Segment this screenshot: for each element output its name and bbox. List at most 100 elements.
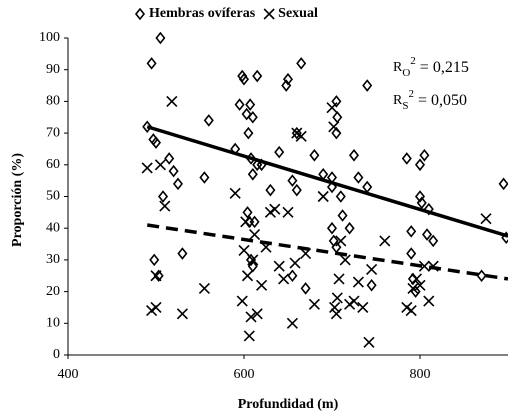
- diamond-shape: [177, 247, 188, 260]
- cross-stroke: [248, 228, 261, 241]
- diamond-shape: [291, 183, 302, 197]
- diamond-shape: [406, 225, 417, 238]
- point: [423, 202, 434, 216]
- cross-stroke: [410, 273, 423, 285]
- point: [153, 269, 164, 283]
- diamond-shape: [172, 177, 184, 191]
- cross-stroke: [352, 276, 364, 288]
- cross-stroke: [141, 162, 153, 174]
- cross-stroke: [405, 305, 417, 317]
- diamond-shape: [416, 196, 427, 210]
- point: [148, 133, 159, 146]
- point: [317, 190, 329, 203]
- point: [333, 273, 345, 285]
- y-tick-label: 50: [46, 189, 60, 204]
- cross-stroke: [273, 260, 285, 272]
- point: [406, 247, 417, 260]
- point: [141, 162, 153, 174]
- diamond-shape: [148, 133, 159, 146]
- cross-stroke: [236, 295, 248, 307]
- point: [229, 187, 241, 199]
- point: [154, 159, 166, 171]
- point: [203, 114, 214, 127]
- point: [428, 234, 439, 248]
- cross-stroke: [240, 216, 252, 228]
- cross-stroke: [176, 308, 188, 320]
- point: [242, 206, 253, 219]
- cross-stroke: [418, 260, 430, 272]
- legend-marker: [134, 7, 146, 21]
- point: [274, 145, 285, 159]
- y-tick-label: 20: [46, 284, 60, 299]
- point: [238, 244, 250, 256]
- cross-stroke: [414, 279, 426, 291]
- point: [168, 164, 179, 178]
- diamond-shape: [287, 269, 298, 283]
- point: [419, 149, 430, 162]
- diamond-shape: [164, 152, 175, 165]
- cross-stroke: [480, 213, 492, 225]
- point: [353, 171, 364, 184]
- point: [150, 136, 162, 149]
- diamond-shape: [238, 72, 250, 86]
- point: [414, 190, 426, 203]
- diamond-shape: [300, 282, 311, 295]
- point: [422, 228, 433, 241]
- point: [331, 292, 343, 304]
- cross-stroke: [241, 270, 254, 282]
- point: [407, 282, 419, 294]
- point: [414, 158, 426, 172]
- cross-stroke: [150, 270, 162, 282]
- diamond-shape: [331, 95, 342, 108]
- diamond-shape: [406, 247, 417, 260]
- cross-stroke: [247, 254, 259, 266]
- point: [159, 200, 171, 212]
- point: [166, 95, 178, 107]
- point: [198, 282, 210, 294]
- y-tick-label: 60: [46, 157, 60, 172]
- legend-label: Sexual: [278, 6, 318, 21]
- point: [282, 72, 294, 86]
- point: [348, 295, 360, 307]
- diamond-shape: [155, 31, 166, 45]
- point: [296, 57, 307, 70]
- diamond-shape: [142, 120, 153, 134]
- diamond-shape: [296, 57, 307, 70]
- diamond-shape: [335, 190, 346, 203]
- diamond-shape: [366, 278, 377, 292]
- point: [366, 278, 377, 292]
- point: [335, 235, 347, 247]
- annotation-part: = 0,050: [414, 92, 467, 109]
- point: [146, 57, 157, 70]
- point: [265, 183, 276, 197]
- diamond-shape: [146, 57, 157, 70]
- cross-stroke: [328, 121, 340, 133]
- cross-stroke: [379, 235, 391, 247]
- point: [287, 269, 298, 283]
- point: [240, 216, 252, 228]
- point: [269, 203, 281, 215]
- cross-stroke: [166, 95, 178, 107]
- y-tick-label: 90: [46, 62, 60, 77]
- point: [366, 263, 378, 275]
- y-tick-label: 0: [53, 347, 60, 362]
- point: [247, 168, 258, 181]
- cross-stroke: [263, 8, 275, 20]
- point: [234, 98, 245, 111]
- point: [410, 273, 423, 285]
- point: [423, 295, 435, 307]
- point: [410, 285, 421, 298]
- cross-stroke: [278, 273, 290, 285]
- diamond-shape: [265, 183, 276, 197]
- y-tick-label: 30: [46, 252, 60, 267]
- diamond-shape: [149, 253, 160, 267]
- cross-stroke: [339, 254, 351, 266]
- y-axis-title: Proporción (%): [10, 153, 25, 247]
- point: [155, 31, 166, 45]
- cross-stroke: [330, 308, 342, 320]
- point: [164, 152, 175, 165]
- cross-stroke: [159, 200, 171, 212]
- point: [401, 152, 412, 165]
- cross-stroke: [407, 282, 419, 294]
- diamond-shape: [247, 168, 258, 181]
